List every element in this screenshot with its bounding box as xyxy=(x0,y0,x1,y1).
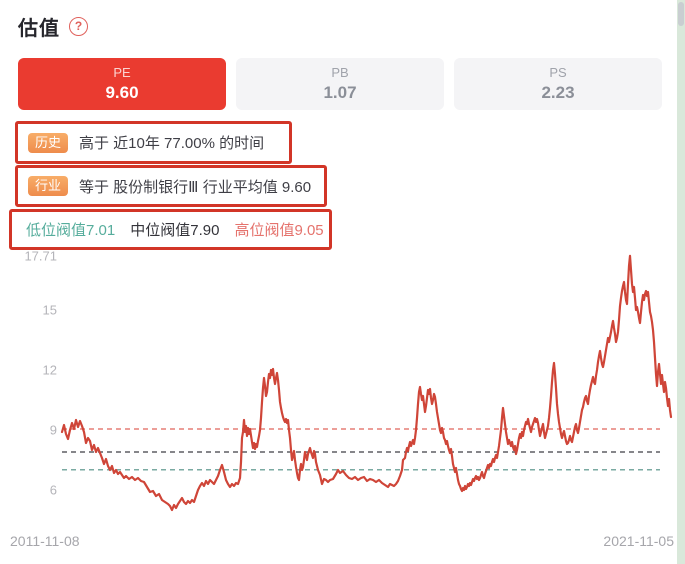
tab-pb-value: 1.07 xyxy=(323,82,357,102)
page-title: 估值 xyxy=(18,18,60,40)
tab-ps-value: 2.23 xyxy=(541,82,575,102)
tab-pe-label: PE xyxy=(113,65,131,81)
low-threshold-text: 低位阀值7.01 xyxy=(26,219,115,240)
x-axis-start-date: 2011-11-08 xyxy=(10,533,80,549)
pe-history-chart[interactable]: 17.71 15 12 9 6 2011-11-08 2021-11-05 xyxy=(0,240,685,564)
tab-ps-label: PS xyxy=(549,65,567,81)
tab-pb-label: PB xyxy=(331,65,349,81)
low-threshold-label: 低位阀值 xyxy=(26,222,87,239)
low-threshold-value: 7.01 xyxy=(86,222,116,239)
tab-pb[interactable]: PB 1.07 xyxy=(236,58,444,110)
mid-threshold-text: 中位阀值7.90 xyxy=(130,219,219,240)
svg-text:6: 6 xyxy=(50,483,57,498)
svg-text:15: 15 xyxy=(43,303,57,318)
history-badge: 历史 xyxy=(28,132,69,153)
mid-threshold-value: 7.90 xyxy=(190,222,220,239)
threshold-annotation-box: 低位阀值7.01 中位阀值7.90 高位阀值9.05 xyxy=(9,209,332,250)
valuation-tabs: PE 9.60 PB 1.07 PS 2.23 xyxy=(18,58,662,110)
svg-text:17.71: 17.71 xyxy=(24,248,57,263)
mid-threshold-label: 中位阀值 xyxy=(130,222,191,239)
high-threshold-label: 高位阀值 xyxy=(234,222,295,239)
tab-ps[interactable]: PS 2.23 xyxy=(454,58,662,110)
history-annotation-box: 历史 高于 近10年 77.00% 的时间 xyxy=(15,121,292,164)
high-threshold-value: 9.05 xyxy=(294,222,324,239)
scrollbar-track xyxy=(677,0,685,564)
history-annotation-text: 高于 近10年 77.00% 的时间 xyxy=(79,135,265,152)
tab-pe-value: 9.60 xyxy=(105,82,139,102)
industry-annotation-text: 等于 股份制银行Ⅲ 行业平均值 9.60 xyxy=(79,178,312,196)
svg-text:9: 9 xyxy=(50,423,57,438)
industry-badge: 行业 xyxy=(28,176,69,196)
scrollbar-thumb[interactable] xyxy=(678,2,684,26)
industry-annotation-box: 行业 等于 股份制银行Ⅲ 行业平均值 9.60 xyxy=(15,165,327,207)
high-threshold-text: 高位阀值9.05 xyxy=(234,219,323,240)
x-axis-end-date: 2021-11-05 xyxy=(603,533,674,549)
svg-text:12: 12 xyxy=(43,363,57,378)
page-header: 估值 ? xyxy=(18,12,88,41)
pe-line-chart-canvas[interactable]: 17.71 15 12 9 6 xyxy=(0,240,685,564)
question-circle-icon[interactable]: ? xyxy=(69,17,88,36)
tab-pe[interactable]: PE 9.60 xyxy=(18,58,226,110)
